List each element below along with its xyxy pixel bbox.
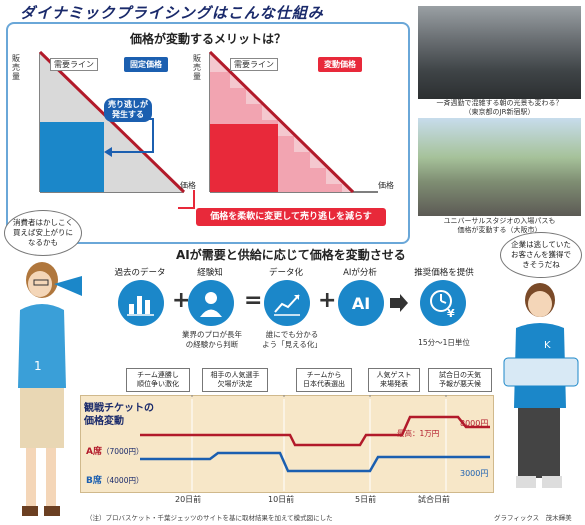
variable-price-chart: [208, 50, 378, 194]
ticket-price-chart: [140, 395, 490, 491]
consumer-bubble: 消費者はかしこく 買えば安上がりに なるかも: [4, 210, 82, 256]
step-recommend-label: 推奨価格を提供: [414, 268, 474, 278]
x-tick-label: 試合日前: [418, 495, 450, 504]
step-recommend-desc: 15分～1日単位: [418, 338, 470, 347]
clock-yen-icon: ¥: [420, 280, 466, 326]
expert-icon: [188, 280, 234, 326]
x-tick-label: 20日前: [175, 495, 202, 504]
process-heading: AIが需要と供給に応じて価格を変動させる: [176, 248, 406, 262]
business-bubble: 企業は逃していた お客さんを獲得で きそうだね: [500, 232, 582, 278]
svg-text:1: 1: [34, 359, 42, 373]
merit-banner: 価格を柔軟に変更して売り逃しを減らす: [196, 208, 386, 226]
x-tick-label: 10日前: [268, 495, 295, 504]
seat-a-start-price: （7000円）: [101, 447, 144, 456]
missed-sales-callout: 売り逃しが 発生する: [104, 98, 152, 122]
max-price-annotation: 最高：1万円: [397, 429, 440, 438]
step-experience-label: 経験知: [197, 268, 223, 278]
fixed-price-badge: 固定価格: [124, 57, 168, 72]
seat-b-price-line: [140, 451, 490, 473]
svg-text:¥: ¥: [447, 307, 455, 319]
seat-b-end-price: 3000円: [460, 469, 489, 478]
arrow-right-icon: [390, 294, 408, 312]
seat-a-name: A席: [86, 447, 102, 457]
banner-arrow: [178, 190, 195, 209]
ticket-chart-title: 観戦チケットの 価格変動: [84, 403, 154, 427]
ticket-chart-background: [80, 395, 494, 493]
seat-a-label: A席（7000円）: [86, 444, 144, 457]
consumer-woman-figure: 1: [18, 262, 82, 516]
event-box: 試合日の天気 予報が悪天候: [428, 368, 492, 392]
fixed-y-axis-label: 販売量: [12, 54, 20, 81]
seat-b-start-price: （4000円）: [101, 476, 144, 485]
photo2-caption: ユニバーサルスタジオの入場パスも 価格が変動する（大阪市）: [443, 217, 556, 234]
step-past-data-label: 過去のデータ: [114, 268, 166, 278]
merit-question: 価格が変動するメリットは？: [130, 32, 287, 46]
variable-demand-line-label: 需要ライン: [230, 58, 278, 71]
event-box: チームから 日本代表選出: [296, 368, 352, 392]
variable-price-badge: 変動価格: [318, 57, 362, 72]
bar-chart-icon: [118, 280, 164, 326]
variable-y-axis-label: 販売量: [193, 54, 201, 81]
seat-b-label: B席（4000円）: [86, 473, 143, 486]
station-crowd-photo: [418, 6, 581, 99]
event-box: チーム連勝し 順位争い激化: [126, 368, 190, 392]
event-box: 相手の人気選手 欠場が決定: [202, 368, 268, 392]
seat-a-price-line: [140, 415, 490, 447]
brain-icon: AI: [338, 280, 384, 326]
event-box: 人気ゲスト 来場発表: [368, 368, 420, 392]
footer-note: （注）プロバスケット・千葉ジェッツのサイトを基に取材結果を加えて模式図にした: [86, 514, 333, 522]
step-experience-desc: 業界のプロが長年 の経験から判断: [182, 330, 242, 349]
plus-operator-2: +: [318, 288, 337, 313]
universal-studio-photo: [418, 118, 581, 216]
equals-operator: =: [244, 288, 263, 313]
merit-charts: [38, 50, 378, 194]
seat-a-end-price: 8000円: [460, 419, 489, 428]
page-title: ダイナミックプライシングはこんな仕組み: [20, 4, 324, 22]
fixed-x-axis-label: 価格: [180, 181, 196, 190]
svg-text:K: K: [544, 340, 551, 351]
seat-b-name: B席: [86, 476, 102, 486]
x-tick-label: 5日前: [355, 495, 377, 504]
business-man-figure: K: [503, 283, 579, 488]
footer-credit: グラフィックス 茂木輝美: [494, 514, 572, 522]
variable-x-axis-label: 価格: [378, 181, 394, 190]
trend-icon: [264, 280, 310, 326]
plus-operator: +: [172, 288, 191, 313]
step-ai-label: AIが分析: [343, 268, 377, 278]
fixed-demand-line-label: 需要ライン: [50, 58, 98, 71]
fixed-price-chart: [38, 50, 186, 194]
step-datafy-desc: 誰にでも分かる よう「見える化」: [262, 330, 322, 349]
step-datafy-label: データ化: [268, 268, 303, 278]
photo1-caption: 一斉週勤で混雑する朝の光景も変わる？ （東京都のJR新宿駅）: [436, 99, 563, 116]
